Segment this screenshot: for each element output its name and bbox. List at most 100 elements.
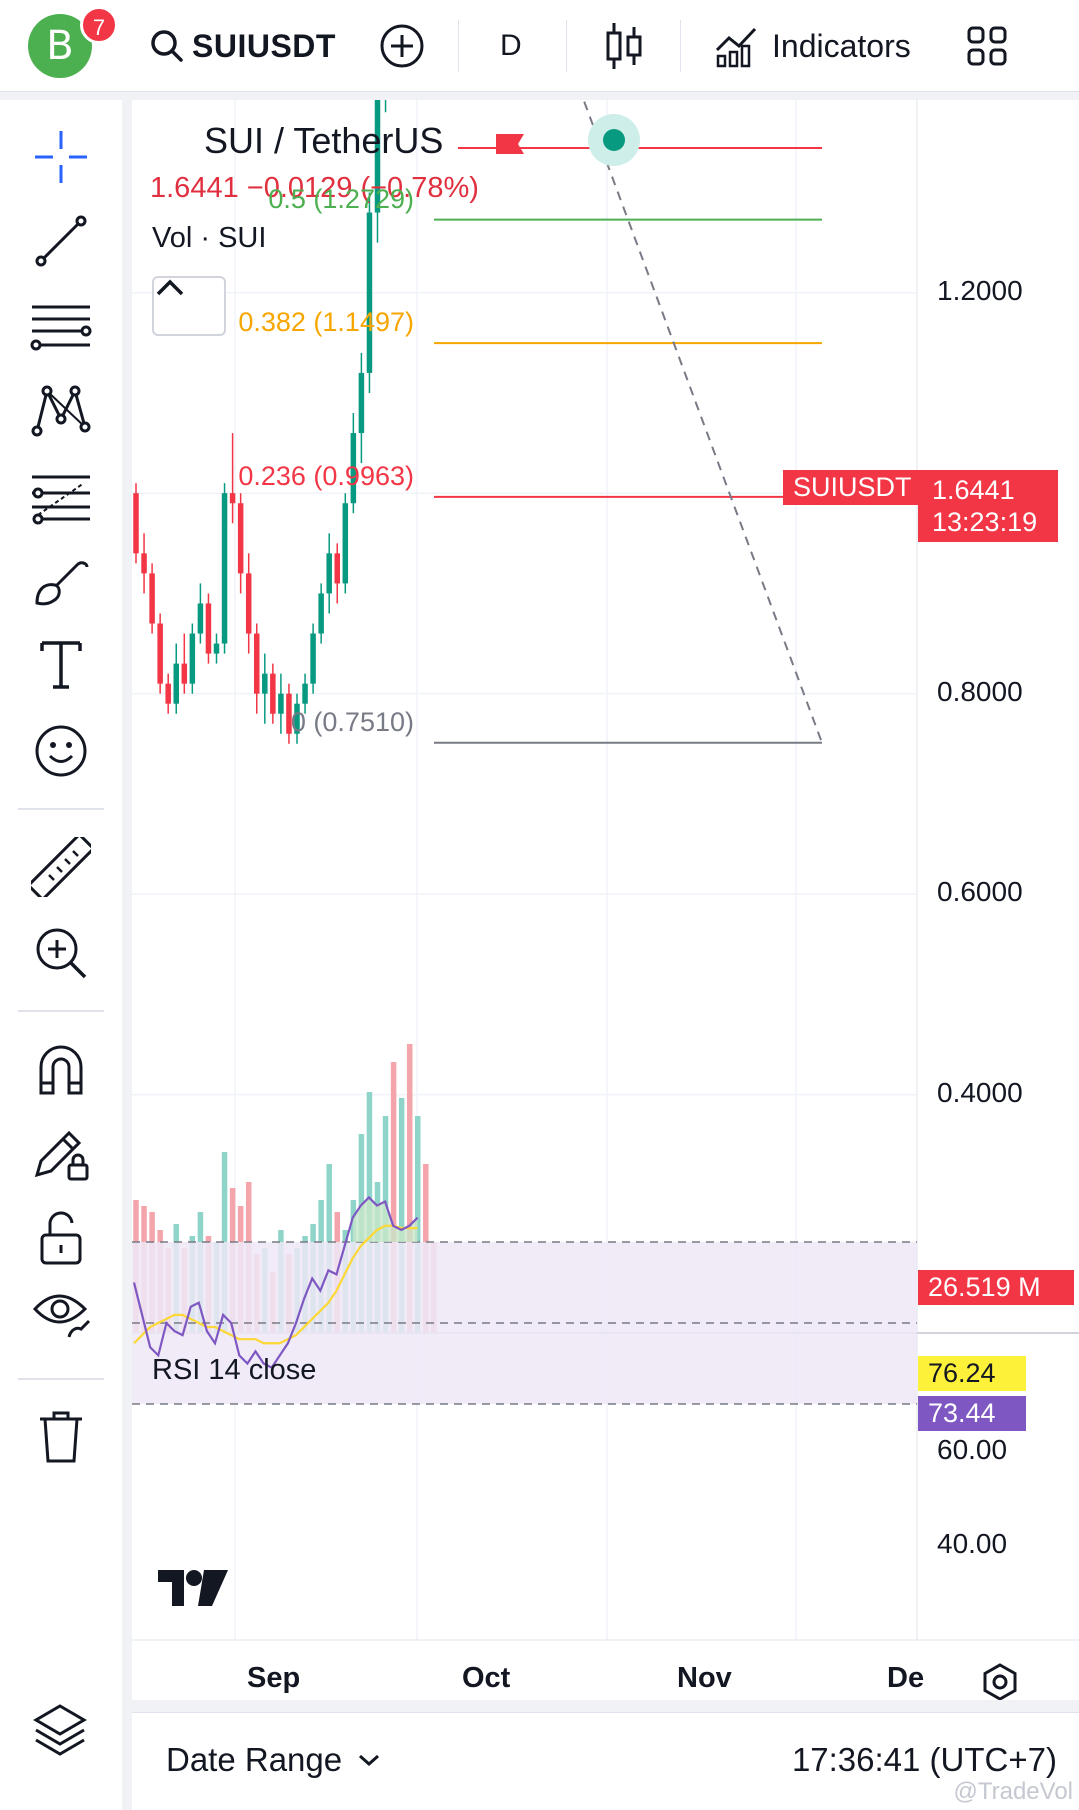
volume-bar — [398, 1098, 405, 1332]
fib-retracement-icon — [30, 305, 92, 351]
compare-add-button[interactable] — [378, 16, 426, 76]
current-price-tag: 1.6441 13:23:19 — [918, 470, 1058, 542]
lock-all-tool[interactable] — [26, 1204, 96, 1274]
price-axis-label: 1.2000 — [937, 274, 1023, 306]
volume-bar — [415, 1116, 421, 1332]
ruler-tool[interactable] — [26, 832, 96, 902]
candle-body — [318, 593, 324, 634]
candle-body — [221, 493, 228, 644]
brush-tool[interactable] — [26, 546, 96, 616]
candle-body — [149, 573, 155, 624]
legend-symbol-title[interactable]: SUI / TetherUS — [204, 120, 444, 161]
trend-line-tool[interactable] — [26, 206, 96, 276]
indicators-icon — [715, 27, 757, 68]
fib-level-label: 0 (0.7510) — [290, 706, 414, 737]
symbol-label: SUIUSDT — [192, 27, 336, 64]
price-chart[interactable] — [132, 100, 1079, 1700]
timezone-clock[interactable]: 17:36:41 (UTC+7) — [791, 1741, 1057, 1778]
candle-body — [358, 372, 365, 434]
time-axis-label: Sep — [247, 1662, 301, 1694]
candle-body — [286, 693, 292, 734]
zoom-in-tool[interactable] — [26, 918, 96, 988]
price-axis-label: 0.8000 — [937, 675, 1023, 707]
candle-body — [374, 100, 381, 213]
candles-icon — [606, 23, 642, 69]
lock-drawings-tool[interactable] — [26, 1120, 96, 1190]
volume-bar — [390, 1062, 397, 1332]
rsi-legend-label[interactable]: RSI 14 close — [152, 1354, 317, 1386]
rsi-line — [132, 1195, 419, 1369]
object-tree-button[interactable] — [30, 1700, 90, 1760]
chart-type-button[interactable] — [604, 16, 644, 76]
candle-body — [326, 553, 332, 594]
rsi-value-tag: 76.24 — [918, 1356, 1026, 1391]
price-axis-label: 0.6000 — [937, 876, 1023, 908]
notification-badge: 7 — [80, 6, 118, 44]
grid-icon — [967, 26, 1007, 66]
magnet-tool[interactable] — [26, 1034, 96, 1104]
candle-body — [334, 553, 340, 584]
candle-body — [350, 433, 357, 504]
fib-retracement-tool[interactable] — [26, 292, 96, 362]
candle-body — [310, 633, 316, 684]
crosshair-tool[interactable] — [26, 122, 96, 192]
fib-level-label: 0.236 (0.9963) — [238, 460, 414, 491]
magnet-icon — [39, 1045, 83, 1095]
bottom-bar: Date Range 17:36:41 (UTC+7) @TradeVol — [132, 1712, 1079, 1810]
trend-line-icon — [35, 215, 87, 267]
symbol-price-tag: SUIUSDT — [783, 470, 922, 505]
drawing-toolbar — [0, 100, 122, 1810]
emoji-tool[interactable] — [26, 716, 96, 786]
plus-circle-icon — [380, 24, 424, 68]
candle-body — [245, 573, 252, 634]
interval-button[interactable]: D — [500, 16, 522, 76]
candle-body — [262, 673, 268, 694]
top-toolbar: B 7 SUIUSDT D Indicators — [0, 0, 1079, 92]
settings-icon[interactable] — [980, 1662, 1020, 1700]
eye-icon — [32, 1294, 91, 1338]
candle-body — [270, 673, 276, 714]
fib-level-label: 0.5 (1.2729) — [268, 183, 414, 214]
date-range-button[interactable]: Date Range — [166, 1741, 382, 1779]
toolbar-divider — [566, 20, 567, 72]
volume-bar — [406, 1044, 413, 1332]
candle-body — [213, 643, 220, 654]
time-axis-label: Nov — [677, 1662, 732, 1694]
fib-level-label: 0.382 (1.1497) — [238, 307, 414, 338]
legend-volume-label[interactable]: Vol · SUI — [152, 222, 267, 254]
candle-body — [302, 683, 308, 704]
candle-body — [278, 693, 284, 714]
candle-body — [189, 633, 196, 684]
text-tool[interactable] — [26, 630, 96, 700]
candle-body — [181, 663, 188, 684]
candle-body — [173, 663, 179, 704]
bar-countdown: 13:23:19 — [932, 507, 1038, 537]
chart-pane[interactable]: SUI / TetherUS 1.6441 −0.0129 (−0.78%) V… — [132, 100, 1079, 1700]
candle-body — [157, 623, 163, 684]
flag-marker — [496, 134, 524, 154]
rsi-ma-line — [133, 1224, 418, 1345]
collapse-legend-button[interactable] — [152, 276, 226, 336]
fib-trend-line — [582, 100, 823, 744]
rsi-axis-label: 60.00 — [937, 1434, 1008, 1465]
indicators-label: Indicators — [772, 27, 911, 64]
toolbar-divider — [680, 20, 681, 72]
layout-button[interactable] — [966, 16, 1008, 76]
pattern-tool[interactable] — [26, 376, 96, 446]
layers-icon — [33, 1704, 87, 1756]
hide-drawings-tool[interactable] — [26, 1278, 96, 1348]
pencil-lock-icon — [34, 1130, 89, 1181]
indicators-button[interactable]: Indicators — [714, 16, 911, 76]
rsi-ma-value-tag: 73.44 — [918, 1396, 1026, 1431]
candle-body — [254, 633, 260, 694]
chevron-up-icon — [156, 279, 184, 296]
crosshair-icon — [35, 131, 87, 183]
toolbar-divider — [18, 1010, 104, 1012]
symbol-search-button[interactable]: SUIUSDT — [150, 16, 336, 76]
search-icon — [151, 30, 183, 62]
text-icon — [40, 641, 82, 689]
prediction-tool[interactable] — [26, 462, 96, 532]
volume-value-tag: 26.519 M — [918, 1270, 1074, 1305]
remove-drawings-tool[interactable] — [26, 1402, 96, 1472]
